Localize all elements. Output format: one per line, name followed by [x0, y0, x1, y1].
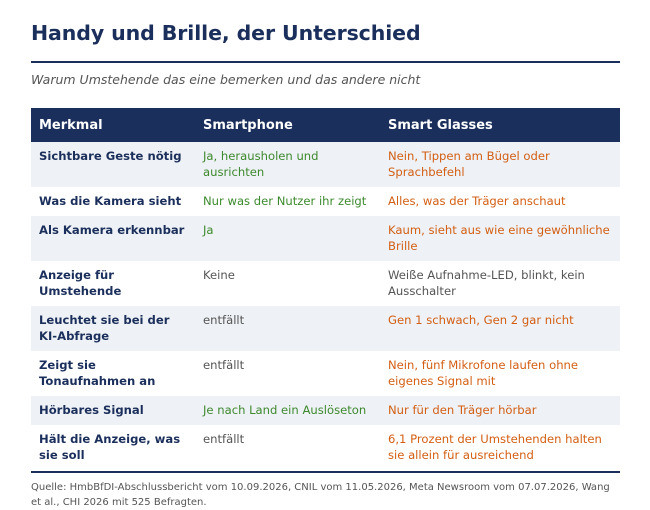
- glasses-cell: 6,1 Prozent der Umstehenden halten sie a…: [388, 432, 602, 462]
- glasses-cell: Nein, Tippen am Bügel oder Sprachbefehl: [380, 142, 620, 187]
- smartphone-cell: entfällt: [195, 306, 380, 351]
- table-row: Zeigt sie Tonaufnahmen an entfällt Nein,…: [31, 351, 620, 396]
- feature-cell: Anzeige für Umstehende: [39, 268, 122, 298]
- source-note: Quelle: HmbBfDI-Abschlussbericht vom 10.…: [31, 482, 610, 508]
- smartphone-cell: Nur was der Nutzer ihr zeigt: [203, 194, 367, 208]
- feature-cell: Was die Kamera sieht: [39, 194, 182, 208]
- smartphone-cell: Keine: [203, 268, 235, 282]
- comparison-table: Merkmal Smartphone Smart Glasses Sichtba…: [31, 108, 620, 470]
- smartphone-cell: Ja, herausholen und ausrichten: [195, 142, 380, 187]
- header-smart-glasses: Smart Glasses: [380, 108, 620, 142]
- feature-cell: Sichtbare Geste nötig: [31, 142, 195, 187]
- page-subtitle: Warum Umstehende das eine bemerken und d…: [31, 72, 421, 87]
- page-title: Handy und Brille, der Unterschied: [31, 21, 421, 45]
- table-row: Als Kamera erkennbar Ja Kaum, sieht aus …: [31, 216, 620, 261]
- feature-cell: Hörbares Signal: [31, 396, 195, 425]
- glasses-cell: Alles, was der Träger anschaut: [388, 194, 566, 208]
- smartphone-cell: Je nach Land ein Auslöseton: [195, 396, 380, 425]
- header-feature: Merkmal: [31, 108, 195, 142]
- source-divider: [31, 471, 620, 473]
- feature-cell: Zeigt sie Tonaufnahmen an: [39, 358, 156, 388]
- glasses-cell: Nein, fünf Mikrofone laufen ohne eigenes…: [388, 358, 579, 388]
- glasses-cell: Nur für den Träger hörbar: [380, 396, 620, 425]
- table-row: Was die Kamera sieht Nur was der Nutzer …: [31, 187, 620, 216]
- table-row: Anzeige für Umstehende Keine Weiße Aufna…: [31, 261, 620, 306]
- table-row: Hörbares Signal Je nach Land ein Auslöse…: [31, 396, 620, 425]
- table-row: Hält die Anzeige, was sie soll entfällt …: [31, 425, 620, 470]
- table-header-row: Merkmal Smartphone Smart Glasses: [31, 108, 620, 142]
- glasses-cell: Kaum, sieht aus wie eine gewöhnliche Bri…: [380, 216, 620, 261]
- title-divider: [31, 61, 620, 63]
- header-smartphone: Smartphone: [195, 108, 380, 142]
- feature-cell: Als Kamera erkennbar: [31, 216, 195, 261]
- smartphone-cell: entfällt: [203, 358, 245, 372]
- feature-cell: Leuchtet sie bei der KI-Abfrage: [31, 306, 195, 351]
- table-row: Sichtbare Geste nötig Ja, herausholen un…: [31, 142, 620, 187]
- table-row: Leuchtet sie bei der KI-Abfrage entfällt…: [31, 306, 620, 351]
- glasses-cell: Gen 1 schwach, Gen 2 gar nicht: [380, 306, 620, 351]
- feature-cell: Hält die Anzeige, was sie soll: [39, 432, 181, 462]
- smartphone-cell: entfällt: [203, 432, 245, 446]
- smartphone-cell: Ja: [195, 216, 380, 261]
- glasses-cell: Weiße Aufnahme-LED, blinkt, kein Ausscha…: [388, 268, 585, 298]
